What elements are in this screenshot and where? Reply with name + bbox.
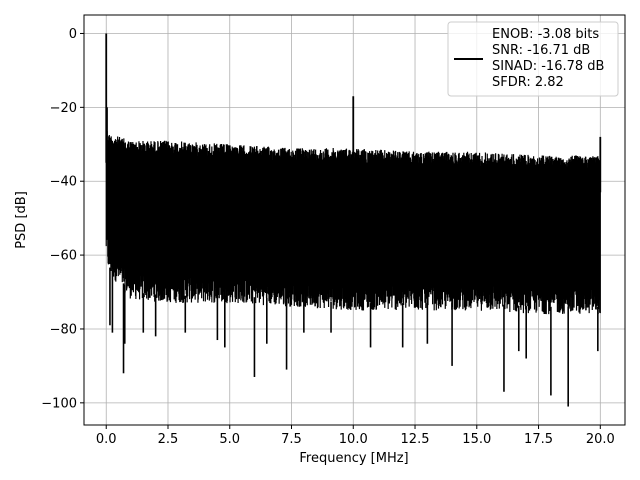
x-tick-label: 12.5	[401, 432, 430, 447]
psd-series	[105, 33, 602, 407]
plot-frame	[83, 14, 626, 426]
x-tick-label: 10.0	[339, 432, 368, 447]
x-tick-label: 20.0	[586, 432, 615, 447]
x-tick-label: 2.5	[158, 432, 179, 447]
y-tick-label: −100	[41, 396, 77, 411]
legend-enob-text: ENOB: -3.08 bits	[492, 27, 599, 42]
y-tick-label: −20	[50, 101, 77, 116]
y-tick-label: −60	[50, 249, 77, 264]
x-tick-label: 15.0	[462, 432, 491, 447]
psd-noise-trace	[105, 131, 601, 315]
legend-snr-text: SNR: -16.71 dB	[492, 43, 590, 58]
legend-sinad-text: SINAD: -16.78 dB	[492, 59, 604, 74]
x-tick-label: 17.5	[524, 432, 553, 447]
y-tick-label: −40	[50, 175, 77, 190]
x-tick-label: 7.5	[281, 432, 302, 447]
legend-sfdr-text: SFDR: 2.82	[492, 75, 564, 90]
x-tick-label: 5.0	[219, 432, 240, 447]
y-tick-label: 0	[69, 27, 77, 42]
y-axis-ticks: 0 −20 −40 −60 −80 −100	[41, 27, 84, 411]
x-axis-ticks: 0.0 2.5 5.0 7.5 10.0 12.5 15.0 17.5 20.0	[96, 425, 615, 447]
y-tick-label: −80	[50, 322, 77, 337]
x-axis-label: Frequency [MHz]	[299, 451, 408, 466]
y-axis-label: PSD [dB]	[14, 191, 29, 249]
legend: ENOB: -3.08 bits SNR: -16.71 dB SINAD: -…	[447, 21, 619, 97]
legend-box	[447, 21, 619, 97]
x-tick-label: 0.0	[96, 432, 117, 447]
